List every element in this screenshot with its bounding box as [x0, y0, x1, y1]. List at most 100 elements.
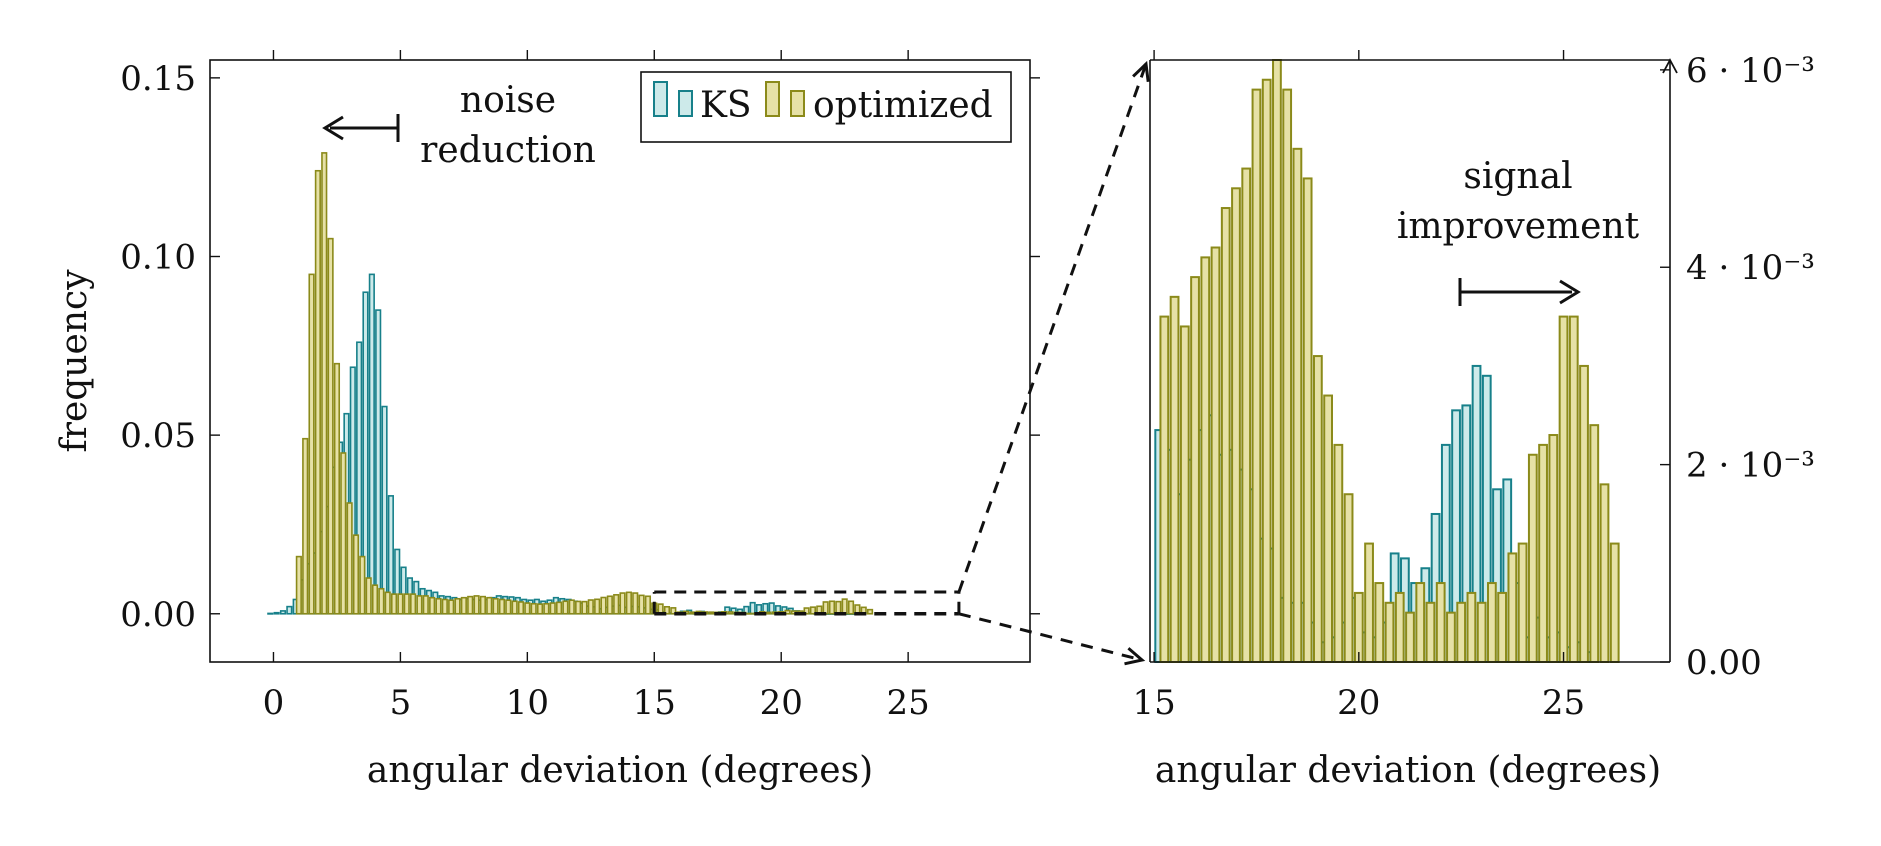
main-bar-optimized: [562, 600, 569, 615]
main-y-ticks: 0.00 0.05 0.10 0.15: [120, 59, 1040, 635]
main-bar-optimized: [403, 593, 410, 615]
main-bar-optimized: [333, 362, 341, 615]
main-bar-optimized: [632, 592, 639, 615]
main-bar-optimized: [625, 591, 632, 615]
zoom-bar-optimized: [1210, 246, 1221, 663]
zoom-bar-optimized: [1241, 167, 1252, 663]
main-bar-ks: [273, 611, 280, 615]
zoom-x-axis-label: angular deviation (degrees): [1155, 750, 1661, 791]
main-bar-ks: [730, 607, 737, 615]
main-bar-optimized: [454, 597, 461, 615]
main-y-tick-label: 0.15: [120, 59, 196, 99]
zoom-x-tick-label: 15: [1132, 683, 1175, 723]
zoom-bar-optimized: [1415, 582, 1426, 663]
zoom-y-tick-label: 4 · 10⁻³: [1686, 248, 1815, 288]
zoom-bar-optimized: [1517, 542, 1528, 664]
signal-improvement-text-line2: improvement: [1397, 206, 1640, 247]
main-bar-optimized: [543, 602, 550, 615]
zoom-x-tick-label: 25: [1542, 683, 1585, 723]
main-bar-optimized: [505, 599, 512, 615]
noise-reduction-text-line1: noise: [460, 80, 556, 121]
zoom-bar-optimized: [1405, 611, 1415, 663]
main-bar-optimized: [346, 502, 353, 615]
main-bar-optimized: [803, 607, 810, 615]
main-bar-optimized: [587, 599, 594, 615]
zoom-connector-bottom: [958, 612, 1143, 662]
legend-swatch-ks: [653, 81, 693, 117]
zoom-bar-optimized: [1394, 591, 1405, 663]
main-bar-optimized: [302, 437, 309, 615]
main-bar-ks: [267, 612, 274, 615]
zoom-bar-optimized: [1558, 315, 1569, 663]
zoom-bar-optimized: [1456, 601, 1467, 663]
main-bar-optimized: [448, 599, 455, 615]
noise-reduction-annotation: noise reduction: [322, 80, 596, 171]
zoom-bar-optimized: [1353, 591, 1364, 663]
zoom-bar-optimized: [1384, 601, 1395, 663]
zoom-bar-optimized: [1487, 582, 1497, 663]
zoom-bar-optimized: [1190, 276, 1200, 663]
main-bar-ks: [356, 341, 363, 615]
main-bar-optimized: [727, 611, 734, 615]
main-x-axis-label: angular deviation (degrees): [367, 750, 873, 791]
zoom-bar-optimized: [1231, 187, 1241, 664]
zoom-bar-optimized: [1425, 601, 1436, 663]
main-bar-optimized: [435, 597, 442, 615]
legend-label-ks: KS: [700, 85, 752, 126]
main-bar-optimized: [295, 555, 302, 615]
main-bar-optimized: [613, 594, 620, 615]
main-bar-optimized: [594, 598, 601, 615]
main-bar-ks: [349, 366, 356, 615]
zoom-bar-optimized: [1261, 78, 1272, 664]
zoom-bar-optimized: [1179, 325, 1190, 663]
zoom-bar-optimized: [1292, 147, 1303, 663]
main-bar-optimized: [524, 602, 531, 615]
zoom-bar-optimized: [1200, 256, 1211, 663]
main-bar-optimized: [606, 595, 613, 615]
main-plot-frame: [209, 59, 1031, 663]
signal-improvement-annotation: signal improvement: [1397, 156, 1640, 306]
main-bar-optimized: [670, 607, 677, 615]
main-x-tick-label: 15: [633, 683, 676, 723]
zoom-bar-optimized: [1476, 601, 1487, 663]
main-bar-optimized: [619, 592, 626, 615]
zoom-y-tick-label: 2 · 10⁻³: [1686, 446, 1815, 486]
zoom-bar-optimized: [1548, 434, 1559, 663]
zoom-y-tick-label: 0.00: [1686, 643, 1762, 683]
zoom-bar-optimized: [1374, 582, 1385, 663]
main-bar-optimized: [708, 611, 715, 615]
main-series-optimized: [295, 152, 874, 615]
main-bar-optimized: [378, 587, 385, 615]
zoom-bar-optimized: [1599, 483, 1610, 663]
main-bar-optimized: [644, 595, 652, 615]
main-bar-optimized: [663, 605, 671, 615]
main-bar-optimized: [581, 600, 588, 615]
main-bar-optimized: [340, 452, 347, 615]
zoom-bar-optimized: [1568, 315, 1579, 663]
main-bar-ks: [387, 495, 394, 615]
main-y-tick-label: 0.10: [120, 237, 196, 277]
zoom-bar-optimized: [1272, 59, 1282, 663]
zoom-bar-optimized: [1446, 611, 1456, 663]
main-bar-optimized: [866, 608, 874, 615]
main-bar-optimized: [822, 601, 829, 615]
main-bar-ks: [279, 610, 287, 615]
zoom-bar-optimized: [1589, 424, 1600, 663]
main-bar-ks: [375, 309, 382, 615]
zoom-bar-optimized: [1282, 88, 1293, 664]
zoom-bar-optimized: [1435, 582, 1446, 663]
zoom-bar-optimized: [1251, 88, 1262, 664]
zoom-bar-optimized: [1507, 552, 1518, 663]
zoom-region-rectangle: [652, 590, 961, 616]
legend-box: [640, 71, 1012, 143]
main-bar-optimized: [321, 152, 328, 615]
main-bars: [267, 152, 874, 616]
main-y-tick-label: 0.05: [120, 416, 196, 456]
main-bar-optimized: [416, 595, 423, 615]
signal-improvement-arrow-head: [1559, 279, 1581, 305]
zoom-y-tick-label: 6 · 10⁻³: [1686, 51, 1815, 91]
main-bar-optimized: [479, 595, 487, 615]
main-bar-optimized: [600, 596, 607, 615]
main-x-tick-label: 10: [506, 683, 549, 723]
